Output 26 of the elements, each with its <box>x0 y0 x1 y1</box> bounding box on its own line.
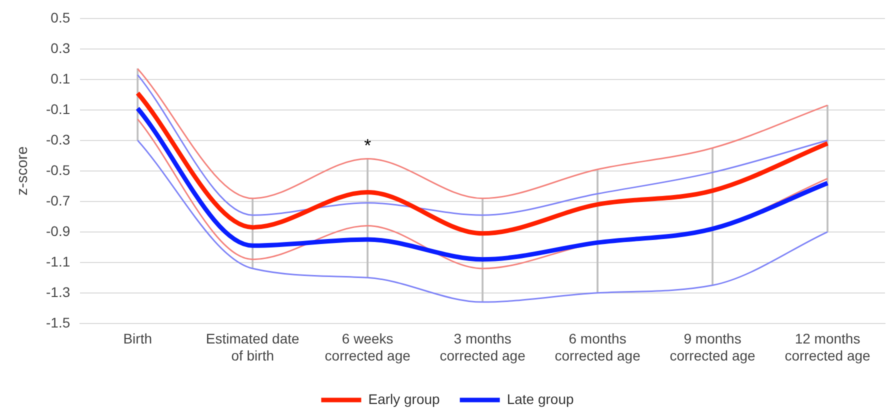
y-tick-label: -0.3 <box>46 131 70 148</box>
annotation: * <box>364 136 372 156</box>
y-tick-label: 0.1 <box>50 70 70 86</box>
x-tick-label: Birth <box>123 330 152 347</box>
line-series <box>136 68 828 200</box>
x-tick-label: 12 months corrected age <box>784 330 871 364</box>
y-tick-label: -1.3 <box>46 284 70 300</box>
x-tick-label: 6 weeks corrected age <box>324 330 411 364</box>
legend-label: Early group <box>368 390 440 407</box>
y-tick-label: 0.3 <box>50 40 70 56</box>
line-series <box>136 74 828 216</box>
line-series <box>136 140 828 303</box>
y-tick-label: -0.9 <box>46 222 70 239</box>
y-tick-label: 0.5 <box>50 9 70 26</box>
x-tick-label: Estimated date of birth <box>206 330 300 364</box>
y-tick-label: -1.1 <box>46 253 70 270</box>
x-tick-label: 9 months corrected age <box>670 330 756 364</box>
y-tick-label: -0.5 <box>46 162 70 178</box>
y-tick-label: -0.7 <box>46 192 70 208</box>
x-tick-label: 3 months corrected age <box>440 330 526 364</box>
x-tick-label: 6 months corrected age <box>554 330 641 364</box>
legend-label: Late group <box>506 390 574 407</box>
y-tick-label: -0.1 <box>46 100 70 117</box>
y-axis-title: z-score <box>14 146 32 196</box>
y-tick-label: -1.5 <box>46 314 70 330</box>
line-series <box>135 90 830 236</box>
